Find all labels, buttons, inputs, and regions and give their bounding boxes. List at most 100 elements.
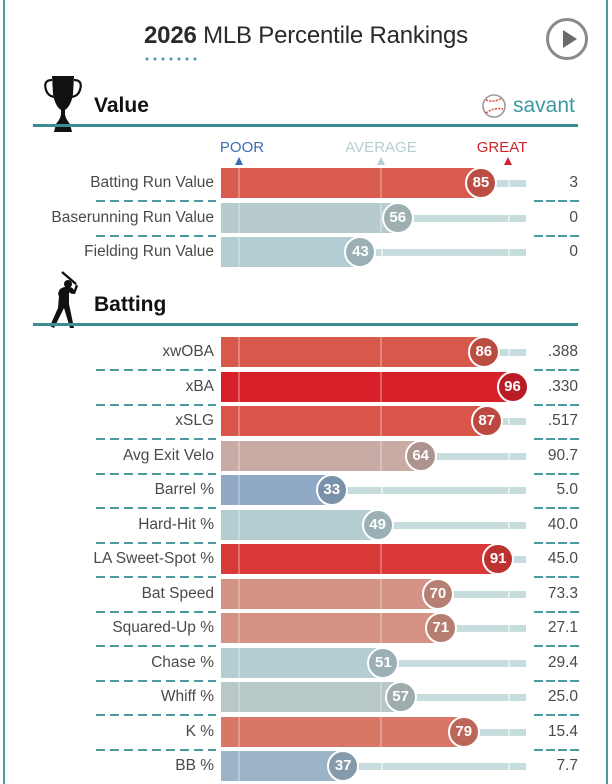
percentile-track	[400, 694, 526, 701]
row-separator-left	[96, 680, 216, 682]
percentile-track	[383, 660, 526, 667]
percentile-bar	[221, 441, 421, 471]
track-tick	[381, 763, 383, 770]
savant-logo[interactable]: savant	[481, 92, 575, 120]
bar-marker-line	[238, 751, 240, 781]
metric-row[interactable]: xwOBA 86 .388	[0, 336, 612, 368]
track-tick	[508, 591, 510, 598]
metric-value: 7.7	[556, 757, 578, 774]
row-separator-left	[96, 438, 216, 440]
percentile-track	[486, 418, 526, 425]
percentile-bar	[221, 648, 384, 678]
row-separator-left	[96, 542, 216, 544]
row-separator-right	[534, 404, 579, 406]
percentile-circle: 37	[327, 750, 360, 782]
metric-label: Hard-Hit %	[138, 516, 214, 533]
metric-row[interactable]: xBA 96 .330	[0, 371, 612, 403]
metric-row[interactable]: Squared-Up % 71 27.1	[0, 612, 612, 644]
bar-marker-line	[380, 579, 382, 609]
metric-row[interactable]: Bat Speed 70 73.3	[0, 578, 612, 610]
metric-row[interactable]: Hard-Hit % 49 40.0	[0, 509, 612, 541]
track-tick	[508, 487, 510, 494]
metric-label: Batting Run Value	[90, 174, 214, 191]
metric-value: 29.4	[547, 654, 578, 671]
metric-value: 90.7	[547, 447, 578, 464]
metric-label: xSLG	[175, 412, 214, 429]
title-dots-underline	[143, 57, 198, 61]
batter-icon	[50, 271, 78, 328]
track-tick	[508, 694, 510, 701]
row-separator-right	[534, 749, 579, 751]
track-tick	[508, 349, 510, 356]
metric-row[interactable]: Barrel % 33 5.0	[0, 474, 612, 506]
title-text: MLB Percentile Rankings	[203, 22, 468, 49]
bar-marker-line	[238, 648, 240, 678]
bar-marker-line	[238, 579, 240, 609]
metric-label: Squared-Up %	[112, 619, 214, 636]
percentile-circle: 87	[470, 405, 503, 437]
percentile-track	[343, 763, 526, 770]
percentile-track	[331, 487, 526, 494]
track-tick	[381, 249, 383, 256]
percentile-circle: 64	[404, 440, 437, 472]
metric-row[interactable]: BB % 37 7.7	[0, 750, 612, 782]
savant-brand-text: savant	[513, 94, 575, 117]
percentile-circle: 51	[367, 647, 400, 679]
percentile-track	[440, 625, 526, 632]
metric-label: BB %	[175, 757, 214, 774]
scale-label-great: GREAT	[476, 139, 528, 156]
metric-label: Baserunning Run Value	[51, 209, 214, 226]
metric-value: 45.0	[547, 550, 578, 567]
metric-row[interactable]: Avg Exit Velo 64 90.7	[0, 440, 612, 472]
row-separator-right	[534, 369, 579, 371]
percentile-circle: 70	[421, 578, 454, 610]
row-separator-right	[534, 507, 579, 509]
percentile-bar	[221, 751, 344, 781]
track-tick	[508, 660, 510, 667]
metric-value: 3	[569, 174, 578, 191]
bar-marker-line	[380, 544, 382, 574]
bar-marker-line	[380, 717, 382, 747]
scale-label-average: AVERAGE	[345, 139, 417, 156]
metric-row[interactable]: Baserunning Run Value 56 0	[0, 202, 612, 234]
metric-row[interactable]: Batting Run Value 85 3	[0, 167, 612, 199]
metric-value: 73.3	[547, 585, 578, 602]
scale-arrow-poor	[235, 157, 243, 165]
metric-value: 25.0	[547, 688, 578, 705]
metric-row[interactable]: Fielding Run Value 43 0	[0, 236, 612, 268]
metric-row[interactable]: Whiff % 57 25.0	[0, 681, 612, 713]
metric-row[interactable]: K % 79 15.4	[0, 716, 612, 748]
bar-marker-line	[238, 372, 240, 402]
percentile-track	[420, 453, 526, 460]
row-separator-left	[96, 235, 216, 237]
row-separator-right	[534, 645, 579, 647]
row-separator-left	[96, 507, 216, 509]
row-separator-left	[96, 714, 216, 716]
row-separator-right	[534, 235, 579, 237]
bar-marker-line	[380, 337, 382, 367]
metric-value: 0	[569, 209, 578, 226]
track-tick	[508, 215, 510, 222]
percentile-bar	[221, 237, 361, 267]
percentile-circle: 43	[344, 236, 377, 268]
row-separator-left	[96, 611, 216, 613]
bar-marker-line	[380, 203, 382, 233]
play-button[interactable]	[546, 18, 588, 60]
bar-marker-line	[238, 510, 240, 540]
frame-border-left	[3, 0, 5, 784]
row-separator-left	[96, 200, 216, 202]
metric-row[interactable]: LA Sweet-Spot % 91 45.0	[0, 543, 612, 575]
metric-row[interactable]: Chase % 51 29.4	[0, 647, 612, 679]
metric-value: 40.0	[547, 516, 578, 533]
track-tick	[508, 453, 510, 460]
percentile-circle: 71	[424, 612, 457, 644]
metric-value: .330	[547, 378, 578, 395]
metric-label: xwOBA	[162, 343, 214, 360]
play-icon	[563, 30, 577, 48]
metric-label: Barrel %	[154, 481, 214, 498]
metric-value: 15.4	[547, 723, 578, 740]
track-tick	[508, 625, 510, 632]
percentile-bar	[221, 406, 487, 436]
track-tick	[508, 729, 510, 736]
metric-row[interactable]: xSLG 87 .517	[0, 405, 612, 437]
